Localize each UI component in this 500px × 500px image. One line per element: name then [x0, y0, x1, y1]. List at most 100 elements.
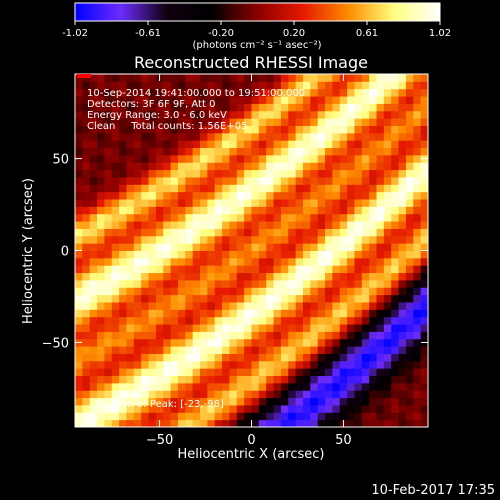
- heatmap-cell: [244, 213, 252, 222]
- heatmap-cell: [75, 184, 83, 193]
- heatmap-cell: [273, 309, 282, 318]
- heatmap-cell: [141, 272, 150, 281]
- heatmap-cell: [163, 338, 172, 347]
- heatmap-cell: [391, 74, 400, 82]
- heatmap-cell: [229, 169, 238, 178]
- chart-title: Reconstructed RHESSI Image: [134, 53, 368, 72]
- heatmap-cell: [302, 199, 311, 207]
- heatmap-cell: [347, 213, 355, 222]
- heatmap-cell: [405, 360, 414, 369]
- heatmap-cell: [347, 162, 355, 171]
- heatmap-cell: [361, 294, 370, 303]
- heatmap-cell: [339, 125, 348, 134]
- heatmap-cell: [222, 118, 230, 126]
- heatmap-cell: [295, 404, 304, 413]
- heatmap-cell: [163, 294, 172, 303]
- heatmap-cell: [376, 199, 385, 207]
- heatmap-cell: [273, 206, 282, 215]
- heatmap-cell: [133, 412, 142, 421]
- heatmap-cell: [325, 81, 333, 90]
- heatmap-cell: [192, 162, 201, 171]
- heatmap-cell: [111, 88, 120, 97]
- heatmap-cell: [332, 257, 341, 266]
- heatmap-cell: [325, 324, 333, 332]
- heatmap-cell: [273, 191, 282, 200]
- heatmap-cell: [97, 265, 105, 274]
- heatmap-cell: [214, 118, 223, 126]
- heatmap-cell: [361, 154, 370, 163]
- heatmap-cell: [405, 346, 414, 354]
- heatmap-cell: [148, 140, 157, 149]
- heatmap-cell: [413, 301, 422, 310]
- heatmap-cell: [288, 279, 297, 288]
- heatmap-cell: [207, 265, 216, 274]
- heatmap-cell: [354, 140, 363, 149]
- heatmap-cell: [302, 125, 311, 134]
- heatmap-cell: [89, 390, 98, 399]
- heatmap-cell: [207, 140, 216, 149]
- heatmap-cell: [266, 397, 275, 406]
- heatmap-cell: [207, 390, 216, 399]
- heatmap-cell: [361, 382, 370, 391]
- heatmap-cell: [155, 412, 164, 421]
- heatmap-cell: [288, 419, 297, 427]
- heatmap-cell: [273, 382, 282, 391]
- heatmap-cell: [229, 324, 238, 332]
- heatmap-cell: [273, 419, 282, 427]
- heatmap-cell: [398, 265, 407, 274]
- heatmap-cell: [347, 154, 355, 163]
- heatmap-cell: [354, 132, 363, 141]
- heatmap-cell: [325, 272, 333, 281]
- heatmap-cell: [244, 81, 252, 90]
- heatmap-cell: [405, 103, 414, 112]
- heatmap-cell: [75, 419, 83, 427]
- heatmap-cell: [383, 110, 392, 119]
- heatmap-cell: [126, 96, 135, 104]
- heatmap-cell: [192, 368, 201, 377]
- heatmap-cell: [244, 265, 252, 274]
- heatmap-cell: [214, 110, 223, 119]
- heatmap-cell: [177, 125, 186, 134]
- heatmap-cell: [413, 353, 422, 362]
- heatmap-cell: [97, 287, 105, 296]
- heatmap-cell: [163, 412, 172, 421]
- heatmap-cell: [163, 169, 172, 178]
- heatmap-cell: [177, 96, 186, 104]
- heatmap-cell: [214, 132, 223, 141]
- heatmap-cell: [376, 382, 385, 391]
- heatmap-cell: [236, 206, 245, 215]
- colorbar-tick-label: -0.61: [135, 28, 161, 39]
- heatmap-cell: [266, 375, 275, 384]
- heatmap-cell: [155, 206, 164, 215]
- heatmap-cell: [185, 287, 194, 296]
- heatmap-cell: [82, 316, 91, 325]
- heatmap-cell: [369, 176, 378, 185]
- heatmap-cell: [97, 294, 105, 303]
- heatmap-cell: [148, 213, 157, 222]
- heatmap-cell: [126, 147, 135, 156]
- heatmap-cell: [207, 184, 216, 193]
- heatmap-cell: [258, 140, 267, 149]
- heatmap-cell: [398, 390, 407, 399]
- heatmap-cell: [207, 162, 216, 171]
- heatmap-cell: [332, 88, 341, 97]
- heatmap-cell: [222, 103, 230, 112]
- heatmap-cell: [148, 294, 157, 303]
- heatmap-cell: [302, 162, 311, 171]
- heatmap-cell: [148, 419, 157, 427]
- heatmap-cell: [207, 287, 216, 296]
- heatmap-cell: [104, 96, 113, 104]
- heatmap-cell: [332, 375, 341, 384]
- heatmap-cell: [280, 206, 289, 215]
- heatmap-cell: [295, 243, 304, 251]
- heatmap-cell: [339, 235, 348, 244]
- heatmap-cell: [148, 287, 157, 296]
- heatmap-cell: [295, 206, 304, 215]
- heatmap-cell: [339, 301, 348, 310]
- heatmap-cell: [258, 257, 267, 266]
- heatmap-cell: [273, 404, 282, 413]
- heatmap-cell: [244, 375, 252, 384]
- heatmap-cell: [317, 191, 326, 200]
- heatmap-cell: [75, 265, 83, 274]
- heatmap-cell: [207, 235, 216, 244]
